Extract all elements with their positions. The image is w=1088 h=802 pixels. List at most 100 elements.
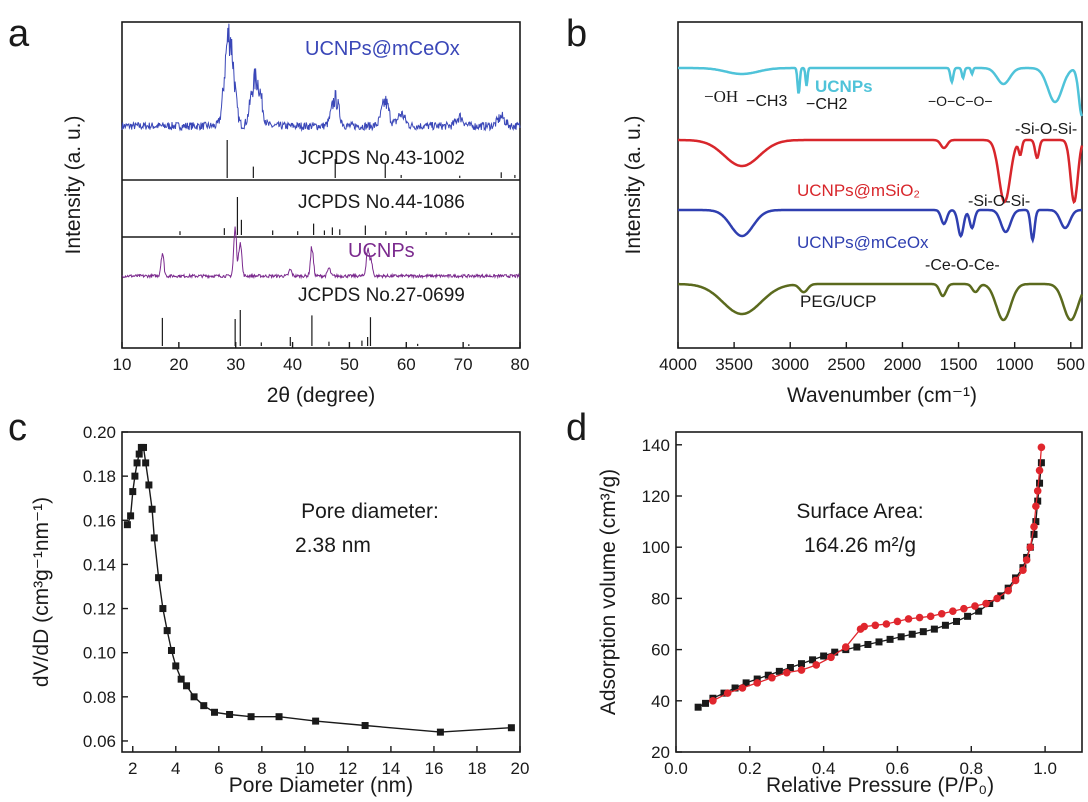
data-point <box>148 505 156 513</box>
data-point <box>937 609 946 618</box>
reference-sticks <box>161 140 516 346</box>
data-point <box>163 627 171 635</box>
x-tick-label: 0.8 <box>959 759 983 778</box>
series-label-jcpds-43-1002: JCPDS No.43-1002 <box>298 148 465 169</box>
data-point <box>145 481 153 489</box>
panel-c-letter: c <box>8 407 27 449</box>
y-tick-label: 20 <box>651 743 670 762</box>
x-tick-label: 4000 <box>659 355 697 374</box>
x-tick-label: 60 <box>397 355 416 374</box>
series-label-ucnps-msio2: UCNPs@mSiO₂ <box>797 181 920 200</box>
data-point <box>723 689 732 697</box>
series-label-jcpds-27-0699: JCPDS No.27-0699 <box>298 285 465 306</box>
x-tick-label: 30 <box>226 355 245 374</box>
data-point <box>775 667 783 675</box>
data-point <box>904 615 913 623</box>
x-tick-label: 10 <box>113 355 132 374</box>
x-axis-ticks: 0.0 0.2 0.4 0.6 0.8 1.0 <box>664 746 1057 778</box>
data-point <box>507 724 515 732</box>
data-point <box>731 684 739 692</box>
data-point <box>926 612 935 621</box>
x-tick-label: 8 <box>257 759 266 778</box>
x-tick-label: 6 <box>214 759 223 778</box>
data-point <box>742 679 750 687</box>
annotation-oh: −OH <box>704 87 738 106</box>
data-point <box>982 599 990 608</box>
panel-a: a UCNPs@mCeOx JCPDS No.43-1002 JCPDS No.… <box>8 13 529 407</box>
data-point <box>247 713 255 721</box>
series-ucnps-mceox-spectrum <box>678 208 1083 244</box>
data-point <box>211 708 219 716</box>
plot-area <box>694 443 1046 711</box>
series-label-peg-ucp: PEG/UCP <box>800 292 877 311</box>
data-point <box>908 630 916 638</box>
y-tick-label: 0.12 <box>83 600 116 619</box>
panel-d-letter: d <box>566 407 587 449</box>
x-tick-label: 10 <box>295 759 314 778</box>
series-label-ucnps-mceox: UCNPs@mCeOx <box>797 233 929 252</box>
data-point <box>436 728 444 736</box>
data-point <box>133 459 141 467</box>
data-point <box>953 617 961 625</box>
annotation-ococ: −O−C−O− <box>928 93 993 109</box>
data-point <box>694 703 702 711</box>
data-point <box>1035 466 1044 475</box>
x-tick-label: 2500 <box>827 355 865 374</box>
series-label-ucnps-mceox: UCNPs@mCeOx <box>305 38 460 60</box>
data-point <box>123 521 131 529</box>
plot-area <box>123 443 515 736</box>
x-tick-label: 20 <box>169 355 188 374</box>
annotation-pore-diameter-value: 2.38 nm <box>295 534 371 557</box>
y-tick-label: 0.06 <box>83 732 116 751</box>
data-point <box>361 722 369 730</box>
data-point <box>142 459 150 467</box>
x-tick-label: 3000 <box>771 355 809 374</box>
data-point <box>131 472 139 480</box>
x-tick-label: 70 <box>454 355 473 374</box>
x-tick-label: 4 <box>171 759 180 778</box>
panel-a-letter: a <box>8 13 30 55</box>
data-point <box>827 653 835 662</box>
data-point <box>129 488 137 496</box>
data-point <box>786 664 794 672</box>
data-point <box>155 574 163 582</box>
series-ucnps-mceox-trace <box>121 23 521 132</box>
series-ucnps-spectrum <box>678 66 1084 117</box>
panel-d-frame <box>675 431 1083 753</box>
x-tick-label: 40 <box>283 355 302 374</box>
y-tick-label: 0.14 <box>83 555 116 574</box>
x-tick-label: 2000 <box>884 355 922 374</box>
data-point <box>226 710 234 718</box>
pore-distribution-line <box>126 446 512 733</box>
data-point <box>1030 522 1038 531</box>
x-tick-label: 1.0 <box>1033 759 1057 778</box>
y-tick-label: 0.10 <box>83 644 116 663</box>
data-point <box>167 646 175 654</box>
data-point <box>820 652 828 660</box>
data-point <box>159 605 167 613</box>
x-tick-label: 2 <box>128 759 137 778</box>
data-point <box>172 662 180 670</box>
x-tick-label: 0.4 <box>812 759 836 778</box>
data-point <box>140 443 148 451</box>
y-tick-label: 100 <box>642 538 670 557</box>
x-tick-label: 12 <box>338 759 357 778</box>
x-axis-title: 2θ (degree) <box>267 384 376 407</box>
x-tick-label: 80 <box>511 355 530 374</box>
data-point <box>871 621 880 630</box>
data-point <box>753 675 761 683</box>
data-point <box>1004 586 1012 595</box>
data-point <box>183 682 191 690</box>
y-axis-ticks: 0.06 0.08 0.10 0.12 0.14 0.16 0.18 0.20 <box>83 423 128 751</box>
data-point <box>875 638 883 646</box>
data-point <box>177 675 185 683</box>
panel-d: d 0.0 0.2 0.4 0.6 0.8 1.0 20 40 60 80 100 120 140 S… <box>566 407 1083 797</box>
data-point <box>312 717 320 725</box>
y-axis-title: dV/dD (cm³g⁻¹nm⁻¹) <box>30 497 53 687</box>
data-point <box>127 512 135 520</box>
y-tick-label: 80 <box>651 589 670 608</box>
panel-a-frame <box>121 21 521 349</box>
x-tick-label: 50 <box>340 355 359 374</box>
data-point <box>1037 443 1046 452</box>
data-point <box>753 679 761 687</box>
